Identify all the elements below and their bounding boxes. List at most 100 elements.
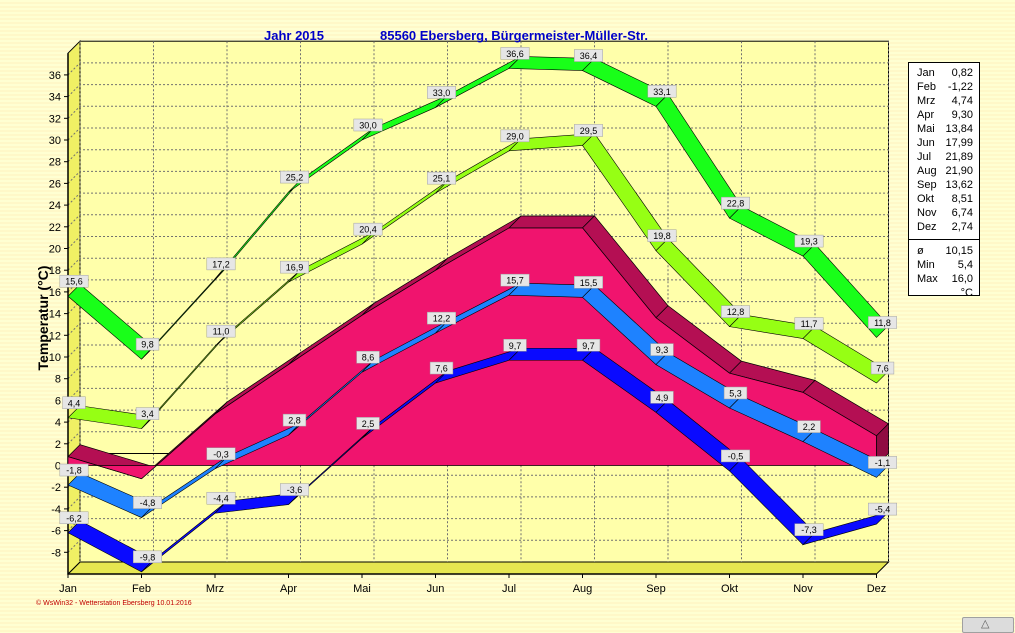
y-tick-label: 20 — [49, 244, 61, 256]
data-label: 19,3 — [800, 237, 818, 247]
data-label: -1,1 — [875, 458, 891, 468]
data-label-box — [868, 316, 897, 329]
data-label-box — [794, 234, 824, 248]
data-label: 20,4 — [359, 225, 377, 235]
y-tick-label: 6 — [55, 395, 61, 407]
legend-month-value: 6,74 — [951, 207, 973, 219]
y-tick-label: -4 — [51, 504, 61, 516]
data-label-box — [574, 49, 603, 62]
legend-month-label: Dez — [917, 221, 937, 233]
legend-summary-label: ø — [917, 245, 924, 257]
legend-month-label: Sep — [917, 179, 937, 191]
data-label-box — [353, 222, 383, 236]
data-label: 22,8 — [727, 199, 745, 209]
legend-month-value: 9,30 — [951, 109, 973, 121]
x-tick-label: Dez — [867, 583, 887, 595]
x-tick-label: Apr — [280, 583, 297, 595]
y-tick-label: 18 — [49, 265, 61, 277]
data-label-box — [280, 483, 309, 496]
data-label-box — [500, 129, 530, 143]
data-label: 9,7 — [509, 341, 522, 351]
legend-month-value: 0,82 — [951, 67, 973, 79]
y-gridline — [67, 322, 889, 336]
data-label: 4,9 — [656, 393, 669, 403]
data-label-box — [647, 85, 677, 98]
monthly-mean-legend: Jan 0,82 Feb -1,22 Mrz 4,74 Apr 9,30 Mai 13,8… — [908, 62, 980, 299]
data-label-box — [280, 260, 309, 274]
data-label-box — [870, 361, 895, 375]
data-label: 11,8 — [874, 318, 891, 328]
legend-month-value: 17,99 — [945, 137, 973, 149]
legend-month-value: 21,89 — [945, 151, 973, 163]
data-label: 36,4 — [580, 51, 598, 61]
y-tick-label: 16 — [49, 287, 61, 299]
y-gridline — [67, 539, 889, 553]
data-label-box — [133, 550, 162, 564]
data-label: 8,6 — [362, 353, 375, 363]
data-label: 5,3 — [729, 388, 742, 398]
legend-month-label: Okt — [917, 193, 935, 205]
y-gridline — [67, 127, 889, 141]
data-label-box — [723, 386, 748, 400]
legend-row-max: Max 16,0 — [909, 272, 979, 286]
y-tick-label: -6 — [51, 526, 61, 538]
data-label: 7,6 — [435, 364, 448, 374]
data-label-box — [576, 339, 601, 352]
data-label-box — [794, 523, 824, 536]
legend-row-aug: Aug 21,90 — [909, 164, 979, 178]
y-axis-label: Temperatur (°C) — [35, 265, 51, 371]
legend-month-label: Mrz — [917, 95, 936, 107]
data-label-box — [721, 305, 750, 318]
y-tick-label: 8 — [55, 374, 61, 386]
data-label: -0,3 — [213, 449, 229, 459]
y-tick-label: -2 — [51, 482, 61, 494]
data-label: 9,7 — [582, 341, 595, 351]
legend-month-label: Mai — [917, 123, 935, 135]
legend-summary-value: 5,4 — [957, 259, 973, 271]
data-label-box — [721, 196, 750, 210]
data-label-box — [574, 124, 603, 137]
legend-row-dez: Dez 2,74 — [909, 220, 979, 234]
data-label-box — [135, 407, 160, 420]
data-label: 30,0 — [359, 121, 377, 131]
y-tick-label: 28 — [49, 157, 61, 169]
data-label: 33,1 — [653, 87, 671, 97]
data-label: 25,1 — [433, 174, 451, 184]
data-label: -3,6 — [287, 485, 303, 495]
x-tick-label: Nov — [793, 583, 813, 595]
legend-row-feb: Feb -1,22 — [909, 80, 979, 94]
data-label-box — [797, 420, 821, 433]
data-label-box — [133, 496, 162, 509]
data-label-box — [280, 170, 309, 184]
data-label: -4,4 — [213, 494, 229, 504]
legend-unit: °C — [960, 287, 973, 299]
legend-month-value: 2,74 — [951, 221, 973, 233]
legend-month-value: 8,51 — [951, 193, 973, 205]
x-tick-label: Jun — [427, 583, 445, 595]
legend-row-apr: Apr 9,30 — [909, 108, 979, 122]
x-tick-label: Okt — [721, 583, 738, 595]
data-label: -5,4 — [875, 505, 891, 515]
y-tick-label: 36 — [49, 70, 61, 82]
legend-month-value: 13,84 — [945, 123, 973, 135]
data-label-box — [503, 339, 527, 352]
data-label: -9,8 — [140, 552, 156, 562]
data-label: 2,8 — [288, 416, 301, 426]
data-label-box — [353, 118, 383, 132]
legend-row-okt: Okt 8,51 — [909, 192, 979, 206]
data-label: 15,7 — [506, 276, 524, 286]
x-tick-label: Feb — [132, 583, 151, 595]
data-label-box — [135, 337, 160, 351]
data-label: 15,6 — [65, 277, 83, 287]
y-tick-label: 14 — [49, 309, 61, 321]
scroll-up-button[interactable]: △ — [962, 617, 1014, 633]
legend-month-label: Aug — [917, 165, 937, 177]
data-label-box — [59, 511, 89, 525]
y-tick-label: 26 — [49, 178, 61, 190]
data-label: 16,9 — [286, 263, 304, 273]
y-gridline — [67, 344, 889, 358]
y-tick-label: 22 — [49, 222, 61, 234]
data-label-box — [356, 417, 380, 430]
legend-month-label: Nov — [917, 207, 937, 219]
